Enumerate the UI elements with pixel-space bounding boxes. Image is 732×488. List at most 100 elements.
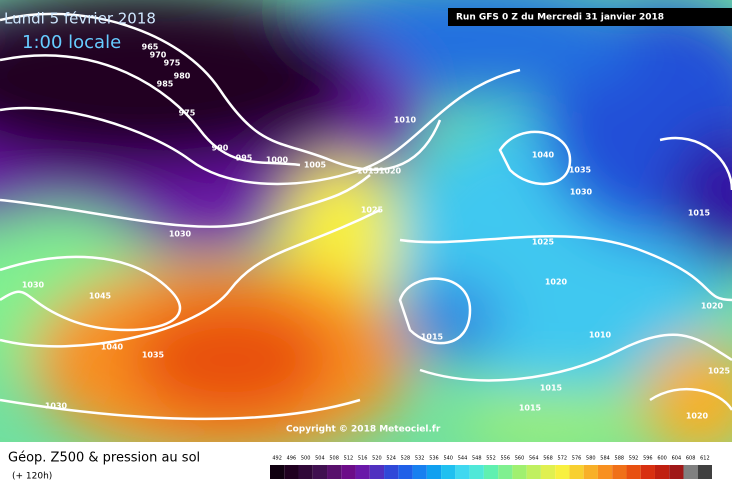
scale-swatch (469, 465, 484, 479)
isobar-label: 1035 (142, 351, 165, 360)
scale-swatch (597, 465, 613, 479)
scale-swatch (270, 465, 285, 479)
scale-label: 500 (301, 456, 311, 462)
scale-swatch (569, 465, 584, 479)
isobar-label: 1030 (22, 281, 45, 290)
scale-label: 492 (272, 456, 282, 462)
isobar-label: 1015 (519, 404, 542, 413)
scale-label: 552 (486, 456, 496, 462)
isobar-label: 1030 (570, 188, 593, 197)
scale-label: 512 (344, 456, 354, 462)
scale-label: 608 (686, 456, 696, 462)
scale-swatch (612, 465, 627, 479)
scale-label: 584 (600, 456, 610, 462)
isobar-label: 1035 (569, 166, 592, 175)
scale-swatch (455, 465, 470, 479)
isobar-label: 975 (179, 109, 196, 118)
scale-swatch (327, 465, 342, 479)
run: Run GFS 0 Z du Mercredi 31 janvier 2018 (456, 13, 664, 23)
isobar-label: 1030 (45, 402, 68, 411)
scale-swatch (540, 465, 556, 479)
scale-swatch (683, 465, 698, 479)
legend-title: Géop. Z500 & pression au sol (8, 451, 200, 466)
isobar-label: 1020 (686, 412, 709, 421)
time: 1:00 locale (22, 32, 121, 53)
isobar-label: 1015 (688, 209, 711, 218)
scale-swatch (526, 465, 541, 479)
isobar-label: 1045 (89, 292, 112, 301)
scale-swatch (654, 465, 670, 479)
scale-swatch (498, 465, 513, 479)
scale-swatch (583, 465, 598, 479)
isobar-label: 1000 (266, 156, 289, 165)
scale-swatch (369, 465, 385, 479)
scale-swatch (640, 465, 655, 479)
isobar-label: 1030 (169, 230, 192, 239)
scale-swatch (384, 465, 399, 479)
color-scale: 492 496 500 504 508 512 516 520 524 528 532 536 540 5… (270, 456, 712, 479)
scale-swatch (697, 465, 712, 479)
scale-label: 576 (572, 456, 582, 462)
scale-swatch (355, 465, 370, 479)
scale-label: 536 (429, 456, 439, 462)
scale-label: 532 (415, 456, 425, 462)
scale-swatch (398, 465, 413, 479)
isobar-lines (0, 12, 732, 421)
scale-label: 556 (500, 456, 510, 462)
scale-swatch (341, 465, 356, 479)
isobar-label: 1015 (357, 167, 380, 176)
isobar-label: 1010 (394, 116, 417, 125)
scale-swatch (441, 465, 456, 479)
scale-swatch (426, 465, 442, 479)
copyright: Copyright © 2018 Meteociel.fr (286, 425, 441, 435)
scale-label: 572 (558, 456, 568, 462)
scale-label: 508 (329, 456, 339, 462)
isobar-label: 1025 (361, 206, 384, 215)
isobar-label: 965 (142, 43, 159, 52)
scale-label: 600 (657, 456, 667, 462)
isobar-label: 970 (150, 51, 167, 60)
scale-label: 560 (515, 456, 525, 462)
scale-label: 528 (401, 456, 411, 462)
isobar-label: 985 (157, 80, 174, 89)
scale-label: 568 (543, 456, 553, 462)
scale-swatch (669, 465, 684, 479)
isobar-label: 1040 (101, 343, 124, 352)
scale-label: 516 (358, 456, 368, 462)
scale-swatch (626, 465, 641, 479)
field (0, 0, 732, 460)
isobar-label: 1025 (708, 367, 731, 376)
scale-label: 520 (372, 456, 382, 462)
scale-label: 548 (472, 456, 482, 462)
scale-swatch (512, 465, 527, 479)
isobar-label: 1025 (532, 238, 555, 247)
scale-label: 580 (586, 456, 596, 462)
scale-swatch (312, 465, 328, 479)
scale-swatch (284, 465, 299, 479)
legend-lead: (+ 120h) (12, 472, 52, 482)
isobar-label: 1015 (421, 333, 444, 342)
isobar-label: 1020 (701, 302, 724, 311)
isobar-label: 980 (174, 72, 191, 81)
isobar-label: 1005 (304, 161, 327, 170)
isobar-label: 1040 (532, 151, 555, 160)
scale-label: 564 (529, 456, 539, 462)
scale-label: 612 (700, 456, 710, 462)
isobar-label: 1015 (540, 384, 563, 393)
scale-swatch (298, 465, 313, 479)
isobar-label: 1020 (545, 278, 568, 287)
scale-label: 588 (615, 456, 625, 462)
isobar-label: 975 (164, 59, 181, 68)
isobar-label: 990 (212, 144, 229, 153)
scale-label: 540 (443, 456, 453, 462)
isobar-label: 995 (236, 154, 253, 163)
date: Lundi 5 février 2018 (4, 10, 156, 28)
run-box (448, 8, 732, 26)
scale-label: 496 (287, 456, 297, 462)
isobar-label: 1020 (379, 167, 402, 176)
isobar-label: 1010 (589, 331, 612, 340)
scale-label: 592 (629, 456, 639, 462)
